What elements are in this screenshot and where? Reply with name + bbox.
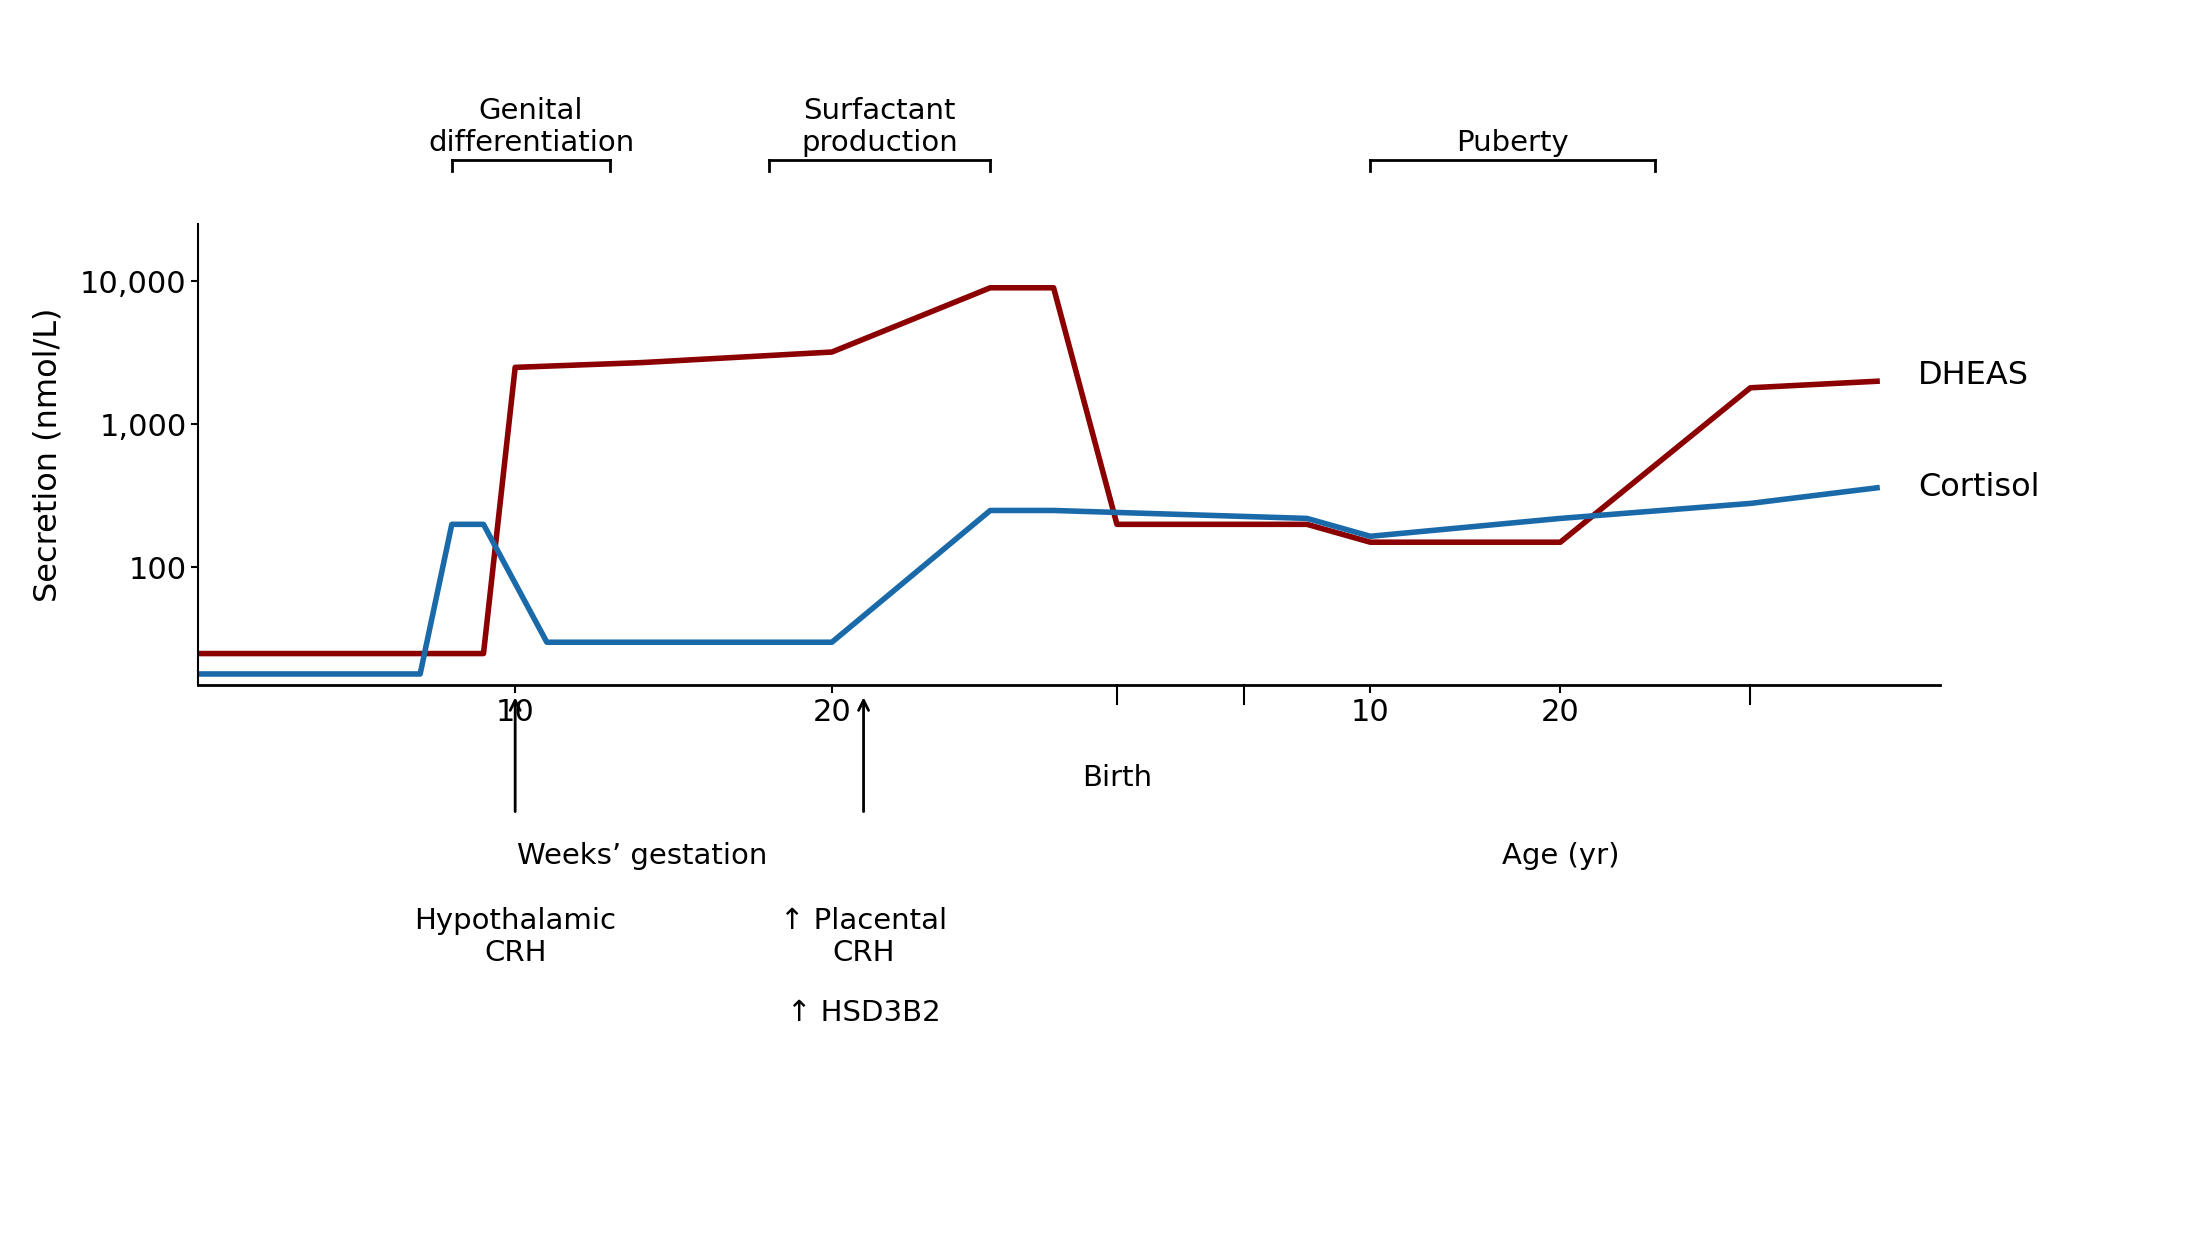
Text: ↑ Placental
CRH: ↑ Placental CRH [781,907,948,967]
Text: Weeks’ gestation: Weeks’ gestation [516,842,767,870]
Text: Birth: Birth [1083,764,1151,791]
Y-axis label: Secretion (nmol/L): Secretion (nmol/L) [33,308,64,602]
Text: DHEAS: DHEAS [1918,360,2029,391]
Text: ↑ HSD3B2: ↑ HSD3B2 [787,999,939,1027]
Text: Puberty: Puberty [1458,130,1570,157]
Text: Cortisol: Cortisol [1918,472,2040,503]
Text: Genital
differentiation: Genital differentiation [428,97,635,157]
Text: Surfactant
production: Surfactant production [800,97,957,157]
Text: Hypothalamic
CRH: Hypothalamic CRH [415,907,615,967]
Text: Age (yr): Age (yr) [1502,842,1618,870]
